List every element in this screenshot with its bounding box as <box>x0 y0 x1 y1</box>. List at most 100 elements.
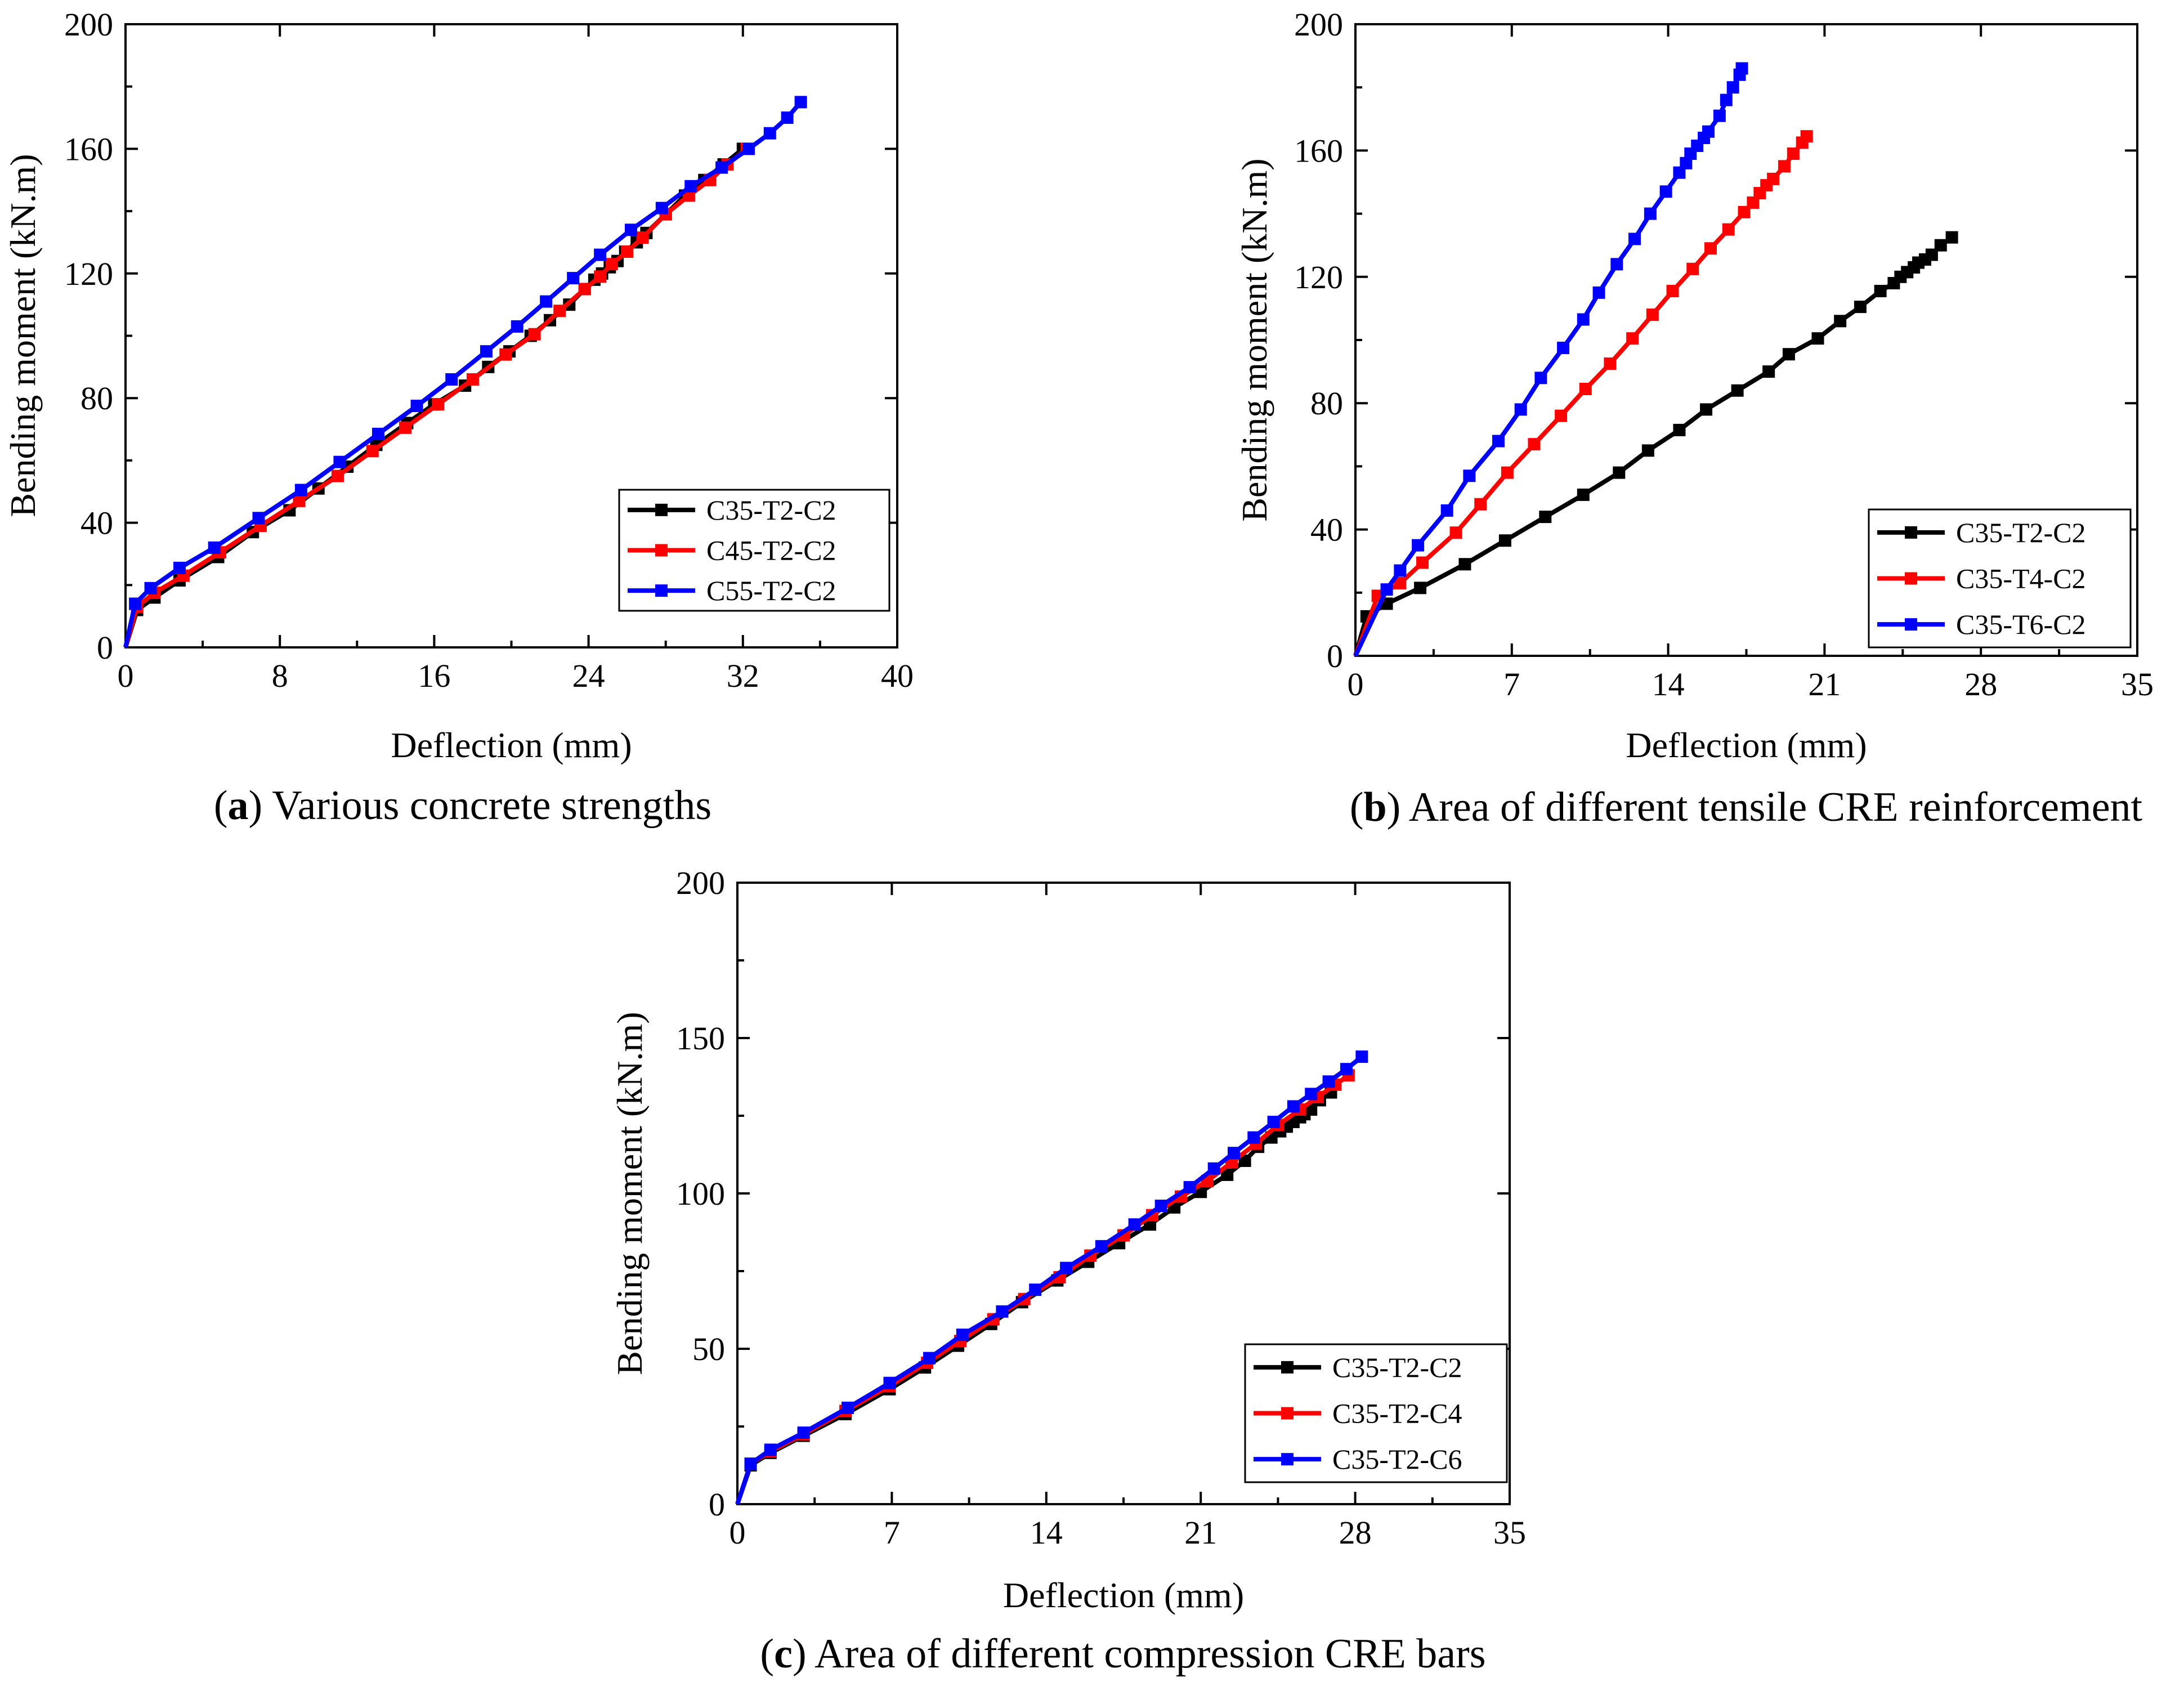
x-tick-label: 0 <box>118 658 134 694</box>
y-tick-label: 80 <box>80 380 113 417</box>
legend-label: C35-T2-C2 <box>706 494 836 526</box>
x-tick-label: 35 <box>1493 1514 1526 1551</box>
data-point <box>781 111 794 124</box>
legend-swatch-marker <box>1905 618 1917 631</box>
x-axis-title: Deflection (mm) <box>391 725 632 765</box>
data-point <box>432 398 445 411</box>
x-tick-label: 14 <box>1030 1514 1063 1551</box>
data-point <box>1762 365 1775 378</box>
data-point <box>1646 308 1659 321</box>
data-point <box>1726 81 1739 94</box>
data-point <box>1449 526 1462 539</box>
x-tick-label: 0 <box>730 1514 746 1551</box>
chart-caption: (c) Area of different compression CRE ba… <box>760 1631 1485 1677</box>
data-point <box>1221 1168 1234 1181</box>
data-point <box>1498 534 1511 547</box>
data-point <box>1925 248 1938 261</box>
data-point <box>1700 403 1713 416</box>
data-point <box>996 1305 1009 1318</box>
data-point <box>332 469 344 482</box>
data-point <box>1414 582 1427 594</box>
caption-paren-close: ) <box>1387 784 1409 830</box>
data-point <box>1738 205 1751 218</box>
y-tick-label: 100 <box>676 1175 725 1212</box>
data-point <box>764 1443 777 1456</box>
data-point <box>1767 172 1780 185</box>
data-point <box>956 1329 969 1341</box>
data-point <box>1228 1147 1240 1160</box>
series-C55-T2-C2 <box>123 96 807 648</box>
chart-caption: (a) Various concrete strengths <box>214 782 711 829</box>
legend-label: C45-T2-C2 <box>706 535 836 566</box>
chart-c: 0 7 14 21 28 35 0 50 100 150 200 Deflection (mm) Ben… <box>610 865 1526 1677</box>
data-point <box>410 400 423 413</box>
data-point <box>594 248 607 261</box>
y-axis-title: Bending moment (kN.m) <box>610 1012 650 1375</box>
data-point <box>923 1352 936 1365</box>
data-point <box>594 270 607 283</box>
data-point <box>1355 1050 1368 1063</box>
data-point <box>1811 332 1824 345</box>
data-point <box>763 127 776 140</box>
x-tick-label: 35 <box>2121 666 2154 703</box>
data-point <box>1154 1200 1167 1213</box>
data-point <box>1528 438 1541 451</box>
data-point <box>1029 1283 1042 1296</box>
data-point <box>1305 1088 1318 1101</box>
data-point <box>794 96 807 109</box>
data-point <box>1659 185 1672 198</box>
data-point <box>715 161 728 174</box>
data-point <box>1628 232 1641 245</box>
data-point <box>1247 1131 1260 1144</box>
series-C35-T2-C2 <box>1353 231 1958 657</box>
y-tick-label: 160 <box>64 131 113 167</box>
chart-caption: (b) Area of different tensile CRE reinfo… <box>1350 784 2143 830</box>
data-point <box>1800 130 1813 143</box>
caption-paren-open: ( <box>214 782 228 829</box>
y-tick-label: 200 <box>1294 6 1343 43</box>
data-point <box>1534 372 1547 384</box>
chart-b: 0 7 14 21 28 35 0 40 80 120 160 200 Deflection (mm) B… <box>1234 6 2154 830</box>
legend-swatch-marker <box>1905 526 1917 539</box>
data-point <box>842 1401 854 1414</box>
data-point <box>1747 196 1760 209</box>
legend-swatch-marker <box>1281 1407 1294 1420</box>
data-point <box>1322 1075 1335 1088</box>
data-point <box>1680 156 1693 169</box>
legend-swatch-marker <box>1905 572 1917 585</box>
data-point <box>1604 357 1617 370</box>
data-point <box>578 283 591 296</box>
data-point <box>1207 1162 1220 1175</box>
data-point <box>636 231 649 244</box>
legend: C35-T2-C2 C35-T4-C2 C35-T6-C2 <box>1868 508 2132 649</box>
data-point <box>742 142 755 155</box>
caption-letter: a <box>227 782 248 829</box>
y-tick-label: 0 <box>1327 638 1343 674</box>
caption-text: Area of different tensile CRE reinforcem… <box>1409 784 2143 830</box>
data-point <box>1673 166 1686 179</box>
data-point <box>129 597 142 610</box>
data-point <box>567 272 580 285</box>
data-point <box>1854 301 1867 314</box>
data-point <box>1787 147 1800 160</box>
data-point <box>1722 223 1735 236</box>
data-point <box>511 320 523 333</box>
data-point <box>1394 576 1407 589</box>
data-point <box>1555 409 1568 422</box>
chart-a: 0 8 16 24 32 40 0 40 80 120 160 200 Deflection (mm) B… <box>3 6 914 829</box>
data-point <box>883 1376 896 1389</box>
x-axis-title: Deflection (mm) <box>1626 725 1867 765</box>
legend-swatch-marker <box>1281 1361 1294 1374</box>
y-tick-label: 120 <box>1294 259 1343 296</box>
data-point <box>1834 315 1847 328</box>
legend-label: C35-T4-C2 <box>1956 563 2086 594</box>
x-tick-label: 24 <box>572 658 605 694</box>
data-point <box>1613 466 1626 479</box>
legend-swatch-marker <box>655 544 668 557</box>
y-tick-label: 80 <box>1310 385 1343 422</box>
y-tick-label: 120 <box>64 256 113 292</box>
legend-label: C35-T2-C2 <box>1332 1352 1462 1383</box>
data-point <box>1945 231 1958 244</box>
data-point <box>1731 384 1744 397</box>
